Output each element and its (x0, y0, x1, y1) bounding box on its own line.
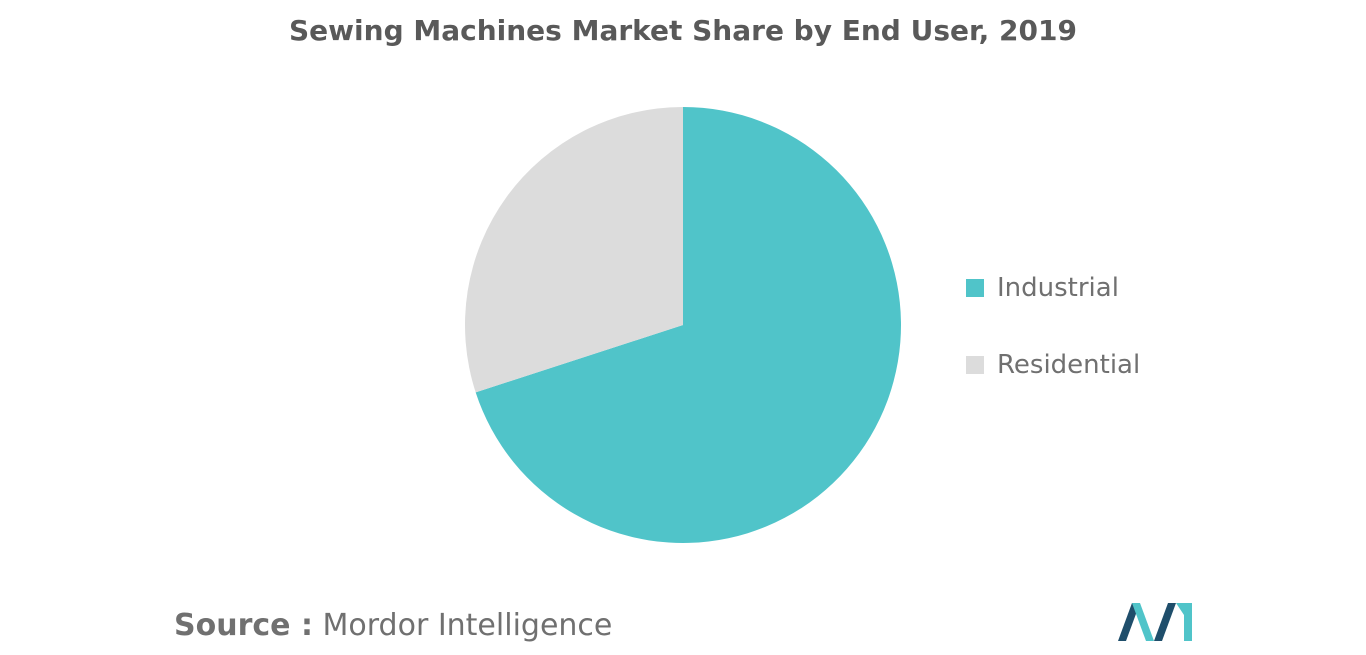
source-prefix: Source : (174, 608, 313, 643)
logo-shape-mid-right (1154, 603, 1176, 641)
legend-item-industrial: Industrial (966, 268, 1140, 308)
logo-shape-left (1118, 603, 1140, 641)
pie-slice-residential (464, 107, 683, 393)
chart-title: Sewing Machines Market Share by End User… (289, 14, 1077, 47)
legend-item-residential: Residential (966, 345, 1140, 385)
logo-shape-right (1176, 603, 1192, 641)
legend-swatch-industrial (966, 279, 984, 297)
pie-slice-industrial (475, 107, 901, 543)
chart-legend: Industrial Residential (966, 268, 1140, 422)
logo-shape-mid-left (1132, 603, 1154, 641)
source-name: Mordor Intelligence (322, 608, 613, 643)
legend-label-residential: Residential (997, 350, 1141, 380)
source-line: Source : Mordor Intelligence (174, 608, 612, 643)
legend-swatch-residential (966, 356, 984, 374)
mordor-intelligence-logo-icon (1118, 603, 1192, 641)
legend-label-industrial: Industrial (997, 273, 1119, 303)
